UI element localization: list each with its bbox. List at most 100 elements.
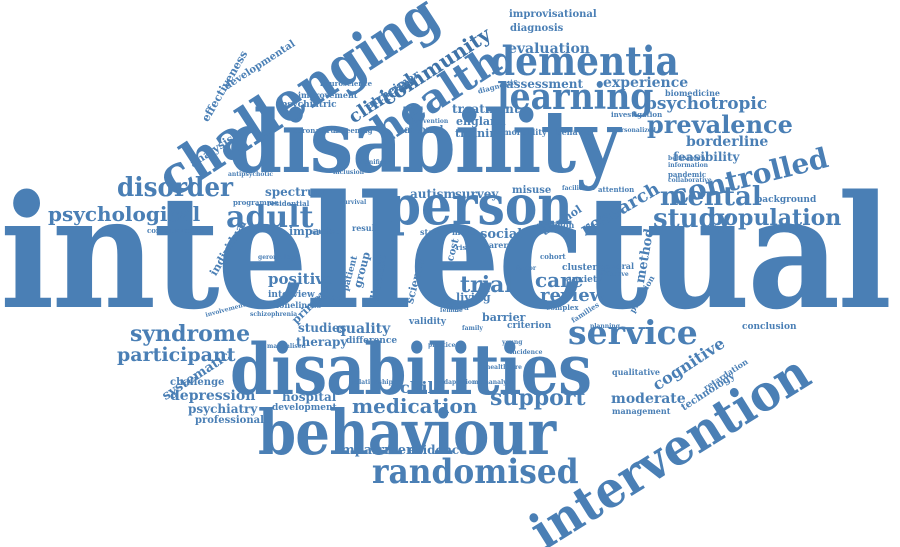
word-study: study (653, 204, 732, 234)
word-child: child (400, 378, 445, 397)
word-model: model (318, 292, 346, 302)
word-depression: depression (170, 388, 256, 404)
word-borderline: borderline (686, 134, 769, 150)
word-personalized: personalized (613, 127, 656, 134)
word-psychotropic: psychotropic (645, 94, 768, 114)
word-trial: trial (460, 272, 513, 298)
word-disorder: disorder (117, 173, 234, 203)
word-young: young (502, 339, 523, 346)
word-loneliness: loneliness (276, 300, 322, 310)
word-practice: practice (428, 342, 456, 349)
word-psychiatric: psychiatric (281, 100, 337, 110)
word-service: service (568, 313, 698, 352)
word-assessment: assessment (506, 77, 584, 91)
word-spectrum: spectrum (265, 185, 329, 199)
word-psychiatry: psychiatry (188, 402, 258, 416)
word-experience: experience (603, 75, 689, 91)
word-programme: programme (233, 198, 279, 207)
word-treatment: treatment (452, 102, 520, 116)
word-review: review (540, 285, 606, 306)
word-screening: screening (334, 126, 373, 135)
word-social: social (480, 227, 523, 242)
word-coronavirus: coronavirus (293, 126, 340, 135)
word-family: family (462, 325, 483, 332)
word-mental: mental (660, 182, 762, 212)
word-evaluation: evaluation (508, 41, 590, 57)
word-outcome: outcome (310, 229, 339, 236)
word-pandemic: pandemic (668, 170, 707, 179)
word-relationship: relationship (352, 379, 393, 386)
word-survey: survey (455, 187, 499, 201)
word-misuse: misuse (512, 185, 552, 196)
word-risk: risk (456, 243, 472, 252)
word-interview: interview (268, 290, 315, 300)
word-moderate: moderate (611, 391, 686, 407)
word-dementia: dementia (490, 38, 679, 85)
word-morbidity: morbidity (503, 127, 547, 137)
word-england: england (456, 115, 506, 128)
word-residential: residential (267, 199, 310, 208)
word-inclusion: inclusion (333, 169, 364, 176)
word-person: person (387, 173, 573, 237)
word-feasibility: feasibility (673, 150, 740, 164)
word-evidence: evidence (408, 443, 467, 457)
word-collaborative: collaborative (668, 177, 712, 184)
word-attention: attention (598, 185, 635, 194)
word-disabilities: disabilities (230, 328, 592, 411)
word-common: common (536, 220, 575, 230)
word-healthcare: healthcare (486, 364, 522, 371)
word-neuroscience: neuroscience (320, 79, 373, 88)
word-staff: staff (420, 227, 440, 237)
word-population: population (708, 205, 842, 231)
word-management: management (612, 406, 671, 416)
word-validity: validity (409, 317, 446, 327)
word-cohort: cohort (540, 252, 566, 261)
word-autism: autism (410, 187, 457, 201)
word-background: background (756, 195, 817, 205)
word-factor: factor (516, 265, 537, 272)
word-intellectual: intellectual (0, 161, 892, 344)
word-quality: quality (336, 321, 391, 337)
word-behaviour: behaviour (258, 396, 556, 469)
word-qualitative: qualitative (612, 367, 661, 377)
word-investigation: investigation (611, 110, 663, 119)
word-participant: participant (117, 344, 236, 366)
word-criterion: criterion (507, 321, 552, 331)
word-aged: aged (450, 303, 469, 312)
word-schizophrenia: schizophrenia (250, 311, 298, 318)
word-metaanalysis: metaanalysis (472, 379, 516, 386)
word-impact: impact (289, 225, 332, 238)
word-conclusion: conclusion (742, 322, 797, 332)
word-diagnosis: diagnosis (510, 23, 564, 34)
word-communication: communication (147, 226, 209, 235)
word-positive: positive (268, 270, 334, 288)
word-behavior: behavior (556, 127, 595, 137)
word-carer: carer (484, 240, 508, 250)
word-prevalence: prevalence (647, 110, 793, 139)
word-planning: planning (590, 323, 620, 330)
word-improvisational: improvisational (509, 9, 597, 20)
word-general: general (600, 261, 635, 271)
word-national: national (397, 125, 444, 136)
word-result: result (352, 223, 379, 233)
word-complex: complex (546, 303, 579, 312)
word-biomedicine: biomedicine (665, 88, 720, 98)
word-information: information (668, 162, 709, 169)
word-medication: medication (352, 394, 478, 418)
word-training: training (455, 127, 506, 140)
word-adaptation: adaptation (440, 379, 477, 386)
word-challenge: challenge (170, 377, 225, 388)
word-incidence: incidence (510, 349, 543, 356)
word-disability: disability (228, 92, 620, 193)
word-manualised: manualised (267, 343, 306, 350)
word-adult: adult (226, 200, 314, 235)
word-randomised: randomised (372, 452, 579, 492)
word-care: care (535, 268, 584, 292)
word-female: female (440, 307, 463, 314)
word-difference: difference (346, 336, 398, 346)
word-prevention: prevention (412, 118, 449, 125)
word-learning: learning (497, 76, 654, 118)
word-hospital: hospital (282, 390, 337, 404)
word-cluster: cluster (562, 263, 598, 273)
